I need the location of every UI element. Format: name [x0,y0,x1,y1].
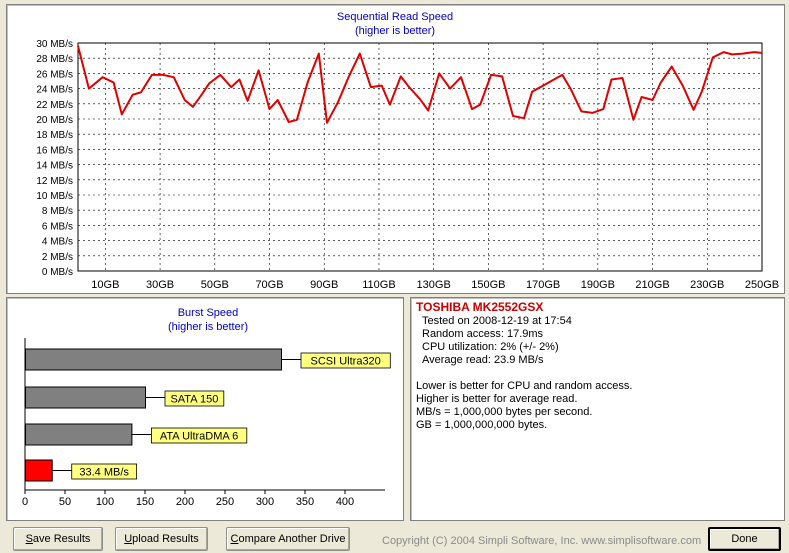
burst-bar [25,386,146,409]
cpu-utilization-text: CPU utilization: 2% (+/- 2%) [422,341,559,353]
seq-x-tick-label: 210GB [635,279,669,291]
seq-y-tick-label: 16 MB/s [36,145,73,156]
copyright-text: Copyright (C) 2004 Simpli Software, Inc.… [382,535,702,547]
seq-plot-area [77,42,763,272]
seq-y-tick-label: 20 MB/s [36,115,73,126]
burst-x-tick-label: 400 [336,496,354,508]
burst-x-tick-label: 250 [216,496,234,508]
seq-y-tick-label: 14 MB/s [36,161,73,172]
save-results-hotkey: S [25,533,33,545]
note-gb-definition: GB = 1,000,000,000 bytes. [416,419,548,431]
burst-bar-label-box [164,390,225,407]
burst-bar-label-box [71,463,138,480]
burst-speed-chart: Burst Speed (higher is better) 0 50 100 150… [22,307,391,508]
seq-y-tick-label: 12 MB/s [36,176,73,187]
burst-bar [25,423,133,446]
burst-x-tick-label: 200 [176,496,194,508]
upload-results-label: pload Results [132,533,199,545]
seq-y-tick-label: 22 MB/s [36,100,73,111]
burst-chart-title: Burst Speed [178,307,239,319]
seq-x-tick-label: 110GB [362,279,395,291]
burst-bar-label-box [150,427,248,444]
seq-y-tick-label: 6 MB/s [42,221,73,232]
seq-y-tick-label: 4 MB/s [42,237,73,248]
drive-name: TOSHIBA MK2552GSX [416,300,544,314]
burst-bar-label: SATA 150 [170,394,218,406]
burst-x-tick-label: 100 [96,496,114,508]
seq-y-tick-label: 10 MB/s [36,191,73,202]
save-results-button[interactable]: Save Results [13,527,103,551]
average-read-text: Average read: 23.9 MB/s [422,354,544,366]
note-lower-better: Lower is better for CPU and random acces… [416,380,633,392]
seq-x-tick-label: 130GB [417,279,451,291]
seq-x-tick-label: 10GB [91,279,119,291]
burst-speed-panel: Burst Speed (higher is better) 0 50 100 150… [6,297,404,521]
burst-x-tick-label: 350 [296,496,314,508]
seq-y-tick-label: 0 MB/s [42,267,73,278]
seq-x-tick-label: 250GB [745,279,779,291]
drive-info-panel: TOSHIBA MK2552GSX Tested on 2008-12-19 a… [410,297,785,521]
seq-y-tick-label: 2 MB/s [42,252,73,263]
random-access-text: Random access: 17.9ms [422,328,544,340]
seq-y-tick-label: 24 MB/s [36,85,73,96]
burst-x-tick-label: 0 [22,496,28,508]
sequential-read-panel: Sequential Read Speed (higher is better)… [6,4,785,294]
compare-hotkey: C [230,533,239,545]
compare-label: ompare Another Drive [238,533,346,545]
done-button[interactable]: Done [708,527,781,551]
burst-bar [25,459,53,482]
upload-results-button[interactable]: Upload Results [115,527,208,551]
seq-chart-subtitle: (higher is better) [355,25,435,37]
seq-read-series-line [77,45,763,124]
seq-x-tick-label: 30GB [146,279,174,291]
seq-x-tick-label: 190GB [581,279,615,291]
seq-x-tick-label: 70GB [255,279,283,291]
burst-bar [25,348,282,371]
seq-x-tick-label: 230GB [690,279,724,291]
upload-results-hotkey: U [124,533,133,545]
note-higher-better: Higher is better for average read. [416,393,578,405]
burst-chart-subtitle: (higher is better) [168,321,248,333]
tested-on-text: Tested on 2008-12-19 at 17:54 [422,315,572,327]
seq-y-tick-label: 28 MB/s [36,54,73,65]
note-mbs-definition: MB/s = 1,000,000 bytes per second. [416,406,593,418]
burst-bar-label: ATA UltraDMA 6 [160,431,238,443]
seq-x-tick-label: 170GB [526,279,560,291]
seq-x-tick-label: 50GB [201,279,229,291]
seq-y-tick-label: 30 MB/s [36,39,73,50]
seq-y-tick-label: 26 MB/s [36,69,73,80]
sequential-read-chart: Sequential Read Speed (higher is better)… [36,11,779,291]
burst-x-tick-label: 150 [136,496,154,508]
seq-x-tick-label: 150GB [471,279,505,291]
burst-bar-label: 33.4 MB/s [79,467,129,479]
burst-x-tick-label: 300 [256,496,274,508]
burst-x-tick-label: 50 [59,496,71,508]
burst-bar-label: SCSI Ultra320 [310,356,380,368]
seq-y-tick-label: 8 MB/s [42,206,73,217]
compare-another-drive-button[interactable]: Compare Another Drive [226,527,350,551]
burst-bar-label-box [300,352,391,369]
seq-x-tick-label: 90GB [310,279,338,291]
save-results-label: ave Results [32,533,91,545]
seq-y-tick-label: 18 MB/s [36,130,73,141]
seq-chart-title: Sequential Read Speed [337,11,453,23]
